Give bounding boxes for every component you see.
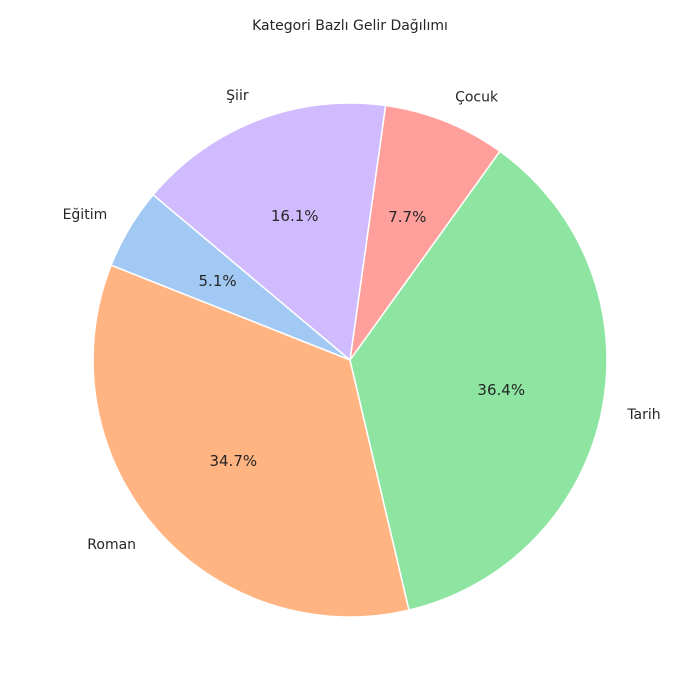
slice-label-siir: Şiir	[226, 88, 249, 104]
chart-title: Kategori Bazlı Gelir Dağılımı	[252, 18, 448, 34]
pct-label-tarih: 36.4%	[477, 381, 525, 399]
slice-label-roman: Roman	[87, 537, 136, 553]
slice-label-cocuk: Çocuk	[455, 90, 499, 106]
pct-label-egitim: 5.1%	[199, 272, 237, 290]
pie-slice-roman	[92, 264, 410, 618]
pie-slice-siir	[152, 102, 387, 361]
slice-label-tarih: Tarih	[626, 407, 660, 423]
pie-slice-tarih	[349, 150, 608, 611]
pct-label-roman: 34.7%	[209, 452, 257, 470]
pie-slices	[92, 102, 608, 618]
pct-label-siir: 16.1%	[271, 207, 319, 225]
pct-label-cocuk: 7.7%	[388, 208, 426, 226]
slice-label-egitim: Eğitim	[63, 207, 108, 223]
pie-slice-cocuk	[349, 104, 501, 361]
pie-labels: 5.1% Eğitim 34.7% Roman 36.4% Tarih 7.7% Çocuk 1…	[63, 88, 661, 553]
